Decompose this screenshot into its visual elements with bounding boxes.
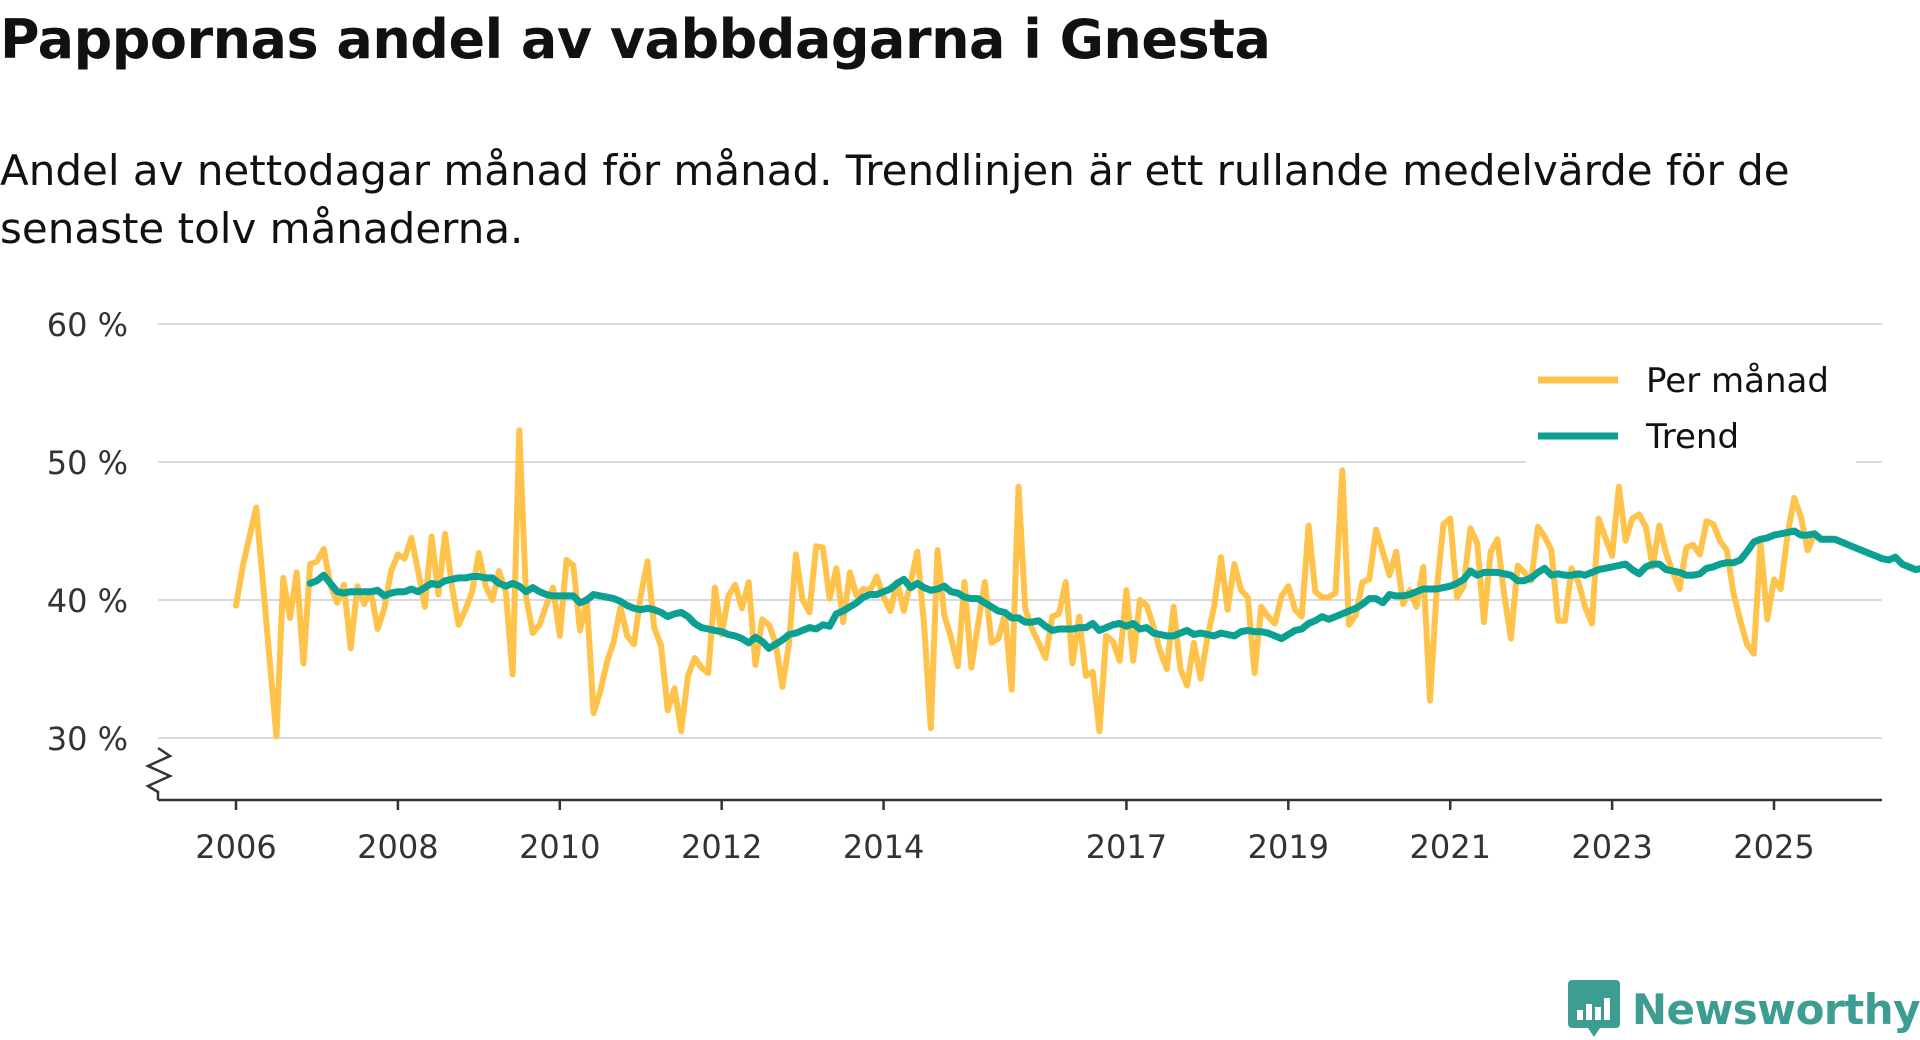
x-axis: 2006 2008 2010 2012 2014 2017 2019 2021 2023 2025 bbox=[144, 746, 1882, 866]
x-tick-label: 2019 bbox=[1248, 828, 1329, 866]
x-tick-label: 2006 bbox=[195, 828, 276, 866]
x-tick-label: 2014 bbox=[843, 828, 924, 866]
brand-logo-block: Newsworthy bbox=[1567, 980, 1920, 1038]
x-tick-label: 2008 bbox=[357, 828, 438, 866]
x-tick-label: 2025 bbox=[1733, 828, 1814, 866]
x-tick-label: 2010 bbox=[519, 828, 600, 866]
y-tick-label: 40 % bbox=[47, 582, 128, 620]
legend-label: Per månad bbox=[1646, 361, 1829, 401]
monthly-series-line bbox=[233, 427, 1818, 740]
chart-subtitle: Andel av nettodagar månad för månad. Tre… bbox=[0, 146, 1790, 253]
trend-series-line bbox=[306, 527, 1920, 652]
y-tick-label: 50 % bbox=[47, 444, 128, 482]
x-tick-label: 2023 bbox=[1571, 828, 1652, 866]
legend: Per månad Trend bbox=[1526, 352, 1856, 464]
brand-name: Newsworthy bbox=[1631, 984, 1920, 1034]
y-tick-label: 60 % bbox=[47, 306, 128, 344]
x-tick-label: 2017 bbox=[1086, 828, 1167, 866]
legend-label: Trend bbox=[1645, 417, 1739, 457]
series-lines bbox=[233, 427, 1920, 740]
legend-background bbox=[1526, 352, 1856, 464]
y-tick-label: 30 % bbox=[47, 720, 128, 758]
chart-title: Pappornas andel av vabbdagarna i Gnesta bbox=[0, 8, 1271, 71]
newsworthy-logo-icon bbox=[1567, 980, 1620, 1037]
axis-break-icon bbox=[144, 746, 174, 800]
x-tick-label: 2021 bbox=[1409, 828, 1490, 866]
x-tick-label: 2012 bbox=[681, 828, 762, 866]
y-axis-ticks: 30 % 40 % 50 % 60 % bbox=[47, 306, 128, 758]
